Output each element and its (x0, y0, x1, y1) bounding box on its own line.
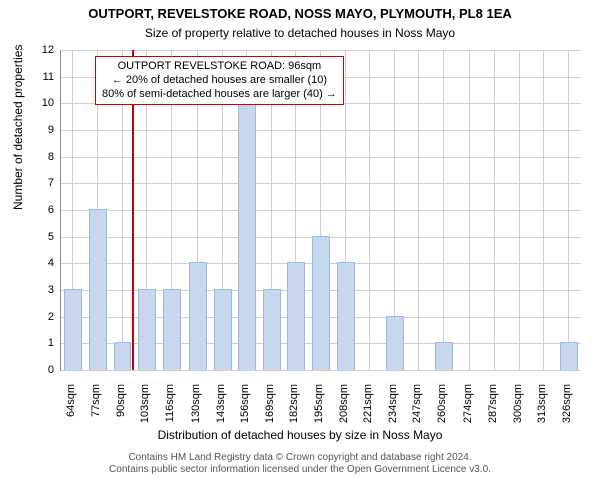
histogram-bar (64, 289, 82, 370)
annotation-line3: 80% of semi-detached houses are larger (… (102, 88, 337, 100)
x-tick-label: 90sqm (115, 384, 127, 434)
x-tick-label: 247sqm (411, 384, 423, 434)
x-tick-label: 260sqm (436, 384, 448, 434)
y-tick-label: 1 (32, 337, 54, 349)
histogram-bar (214, 289, 232, 370)
y-tick-label: 0 (32, 364, 54, 376)
y-tick-label: 11 (32, 71, 54, 83)
x-tick-label: 64sqm (65, 384, 77, 434)
x-tick-label: 169sqm (264, 384, 276, 434)
gridline-v (519, 50, 520, 370)
y-tick-label: 8 (32, 151, 54, 163)
annotation-line2: ← 20% of detached houses are smaller (10… (112, 74, 327, 86)
chart-subtitle: Size of property relative to detached ho… (0, 26, 600, 40)
x-tick-label: 182sqm (288, 384, 300, 434)
y-tick-label: 9 (32, 124, 54, 136)
gridline-v (469, 50, 470, 370)
y-tick-label: 3 (32, 284, 54, 296)
x-tick-label: 116sqm (164, 384, 176, 434)
chart-title: OUTPORT, REVELSTOKE ROAD, NOSS MAYO, PLY… (0, 6, 600, 21)
x-tick-label: 103sqm (139, 384, 151, 434)
histogram-bar (189, 262, 207, 370)
histogram-bar (138, 289, 156, 370)
attribution: Contains HM Land Registry data © Crown c… (0, 452, 600, 476)
y-tick-label: 5 (32, 231, 54, 243)
histogram-bar (114, 342, 132, 370)
attribution-line2: Contains public sector information licen… (109, 464, 491, 475)
gridline-v (418, 50, 419, 370)
x-tick-label: 130sqm (190, 384, 202, 434)
y-tick-label: 4 (32, 257, 54, 269)
histogram-bar (238, 102, 256, 370)
chart-container: { "title": "OUTPORT, REVELSTOKE ROAD, NO… (0, 0, 600, 500)
x-tick-label: 300sqm (512, 384, 524, 434)
histogram-bar (560, 342, 578, 370)
y-tick-label: 10 (32, 97, 54, 109)
x-tick-label: 208sqm (338, 384, 350, 434)
x-tick-label: 326sqm (561, 384, 573, 434)
gridline-v (568, 50, 569, 370)
y-tick-label: 6 (32, 204, 54, 216)
gridline-v (543, 50, 544, 370)
gridline-v (369, 50, 370, 370)
histogram-bar (163, 289, 181, 370)
histogram-bar (337, 262, 355, 370)
y-tick-label: 2 (32, 311, 54, 323)
x-tick-label: 234sqm (387, 384, 399, 434)
annotation-line1: OUTPORT REVELSTOKE ROAD: 96sqm (118, 60, 322, 72)
x-tick-label: 274sqm (462, 384, 474, 434)
attribution-line1: Contains HM Land Registry data © Crown c… (128, 452, 471, 463)
histogram-bar (312, 236, 330, 370)
x-tick-label: 313sqm (536, 384, 548, 434)
histogram-bar (89, 209, 107, 370)
x-tick-label: 221sqm (362, 384, 374, 434)
x-tick-label: 287sqm (487, 384, 499, 434)
x-tick-label: 156sqm (239, 384, 251, 434)
histogram-bar (287, 262, 305, 370)
histogram-bar (435, 342, 453, 370)
x-tick-label: 195sqm (313, 384, 325, 434)
y-axis-label: Number of detached properties (11, 45, 25, 210)
gridline-v (494, 50, 495, 370)
annotation-box: OUTPORT REVELSTOKE ROAD: 96sqm ← 20% of d… (95, 56, 344, 105)
y-tick-label: 7 (32, 177, 54, 189)
x-tick-label: 143sqm (215, 384, 227, 434)
x-tick-label: 77sqm (90, 384, 102, 434)
histogram-bar (263, 289, 281, 370)
y-tick-label: 12 (32, 44, 54, 56)
gridline-v (443, 50, 444, 370)
histogram-bar (386, 316, 404, 370)
gridline-h (61, 370, 581, 371)
